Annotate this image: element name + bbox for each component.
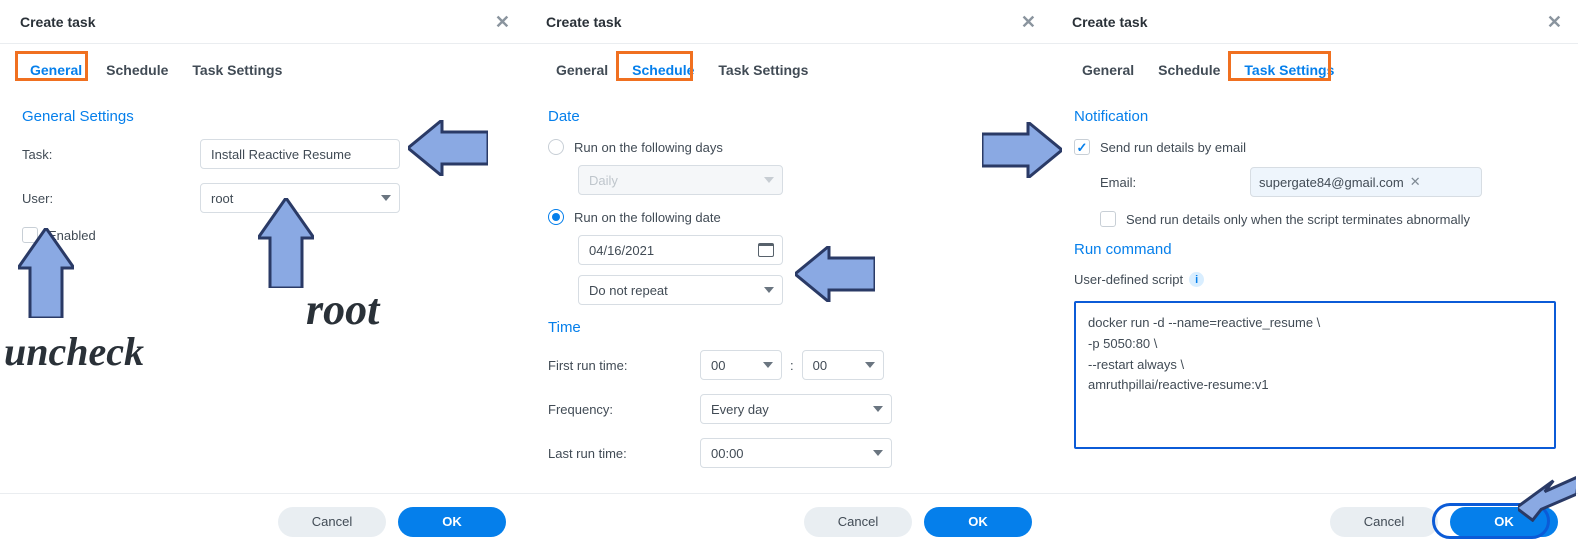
last-run-label: Last run time:	[548, 446, 700, 461]
frequency-value: Every day	[711, 402, 769, 417]
calendar-icon	[758, 243, 774, 257]
tab-task-settings[interactable]: Task Settings	[1232, 54, 1346, 88]
frequency-select[interactable]: Every day	[700, 394, 892, 424]
cancel-button[interactable]: Cancel	[804, 507, 912, 537]
tabs: General Schedule Task Settings	[0, 44, 526, 88]
repeat-value: Do not repeat	[589, 283, 668, 298]
run-date-label: Run on the following date	[574, 210, 721, 225]
send-email-label: Send run details by email	[1100, 140, 1246, 155]
first-run-min: 00	[813, 358, 827, 373]
first-run-hour-select[interactable]: 00	[700, 350, 782, 380]
enabled-label: Enabled	[48, 228, 96, 243]
chevron-down-icon	[764, 287, 774, 293]
dialog-header: Create task ✕	[526, 0, 1052, 44]
dialog-title: Create task	[546, 14, 622, 30]
repeat-select[interactable]: Do not repeat	[578, 275, 783, 305]
section-notification: Notification	[1074, 108, 1556, 125]
email-input[interactable]: supergate84@gmail.com ✕	[1250, 167, 1482, 197]
section-run-command: Run command	[1074, 241, 1556, 258]
dialog-header: Create task ✕	[0, 0, 526, 44]
section-date: Date	[548, 108, 1030, 125]
section-general-settings: General Settings	[22, 108, 504, 125]
close-icon[interactable]: ✕	[1547, 13, 1562, 31]
ok-button[interactable]: OK	[924, 507, 1032, 537]
cancel-button[interactable]: Cancel	[1330, 507, 1438, 537]
tab-task-settings[interactable]: Task Settings	[706, 54, 820, 88]
dialog-title: Create task	[20, 14, 96, 30]
ok-button[interactable]: OK	[1450, 507, 1558, 537]
user-label: User:	[22, 191, 200, 206]
frequency-label: Frequency:	[548, 402, 700, 417]
chevron-down-icon	[764, 177, 774, 183]
tab-schedule[interactable]: Schedule	[620, 54, 706, 88]
abnormal-label: Send run details only when the script te…	[1126, 212, 1470, 227]
run-days-label: Run on the following days	[574, 140, 723, 155]
daily-value: Daily	[589, 173, 618, 188]
script-textarea[interactable]: docker run -d --name=reactive_resume \ -…	[1074, 301, 1556, 449]
chevron-down-icon	[865, 362, 875, 368]
tab-general[interactable]: General	[544, 54, 620, 88]
date-value: 04/16/2021	[589, 243, 654, 258]
last-run-value: 00:00	[711, 446, 744, 461]
first-run-min-select[interactable]: 00	[802, 350, 884, 380]
uds-label: User-defined script	[1074, 272, 1183, 287]
tab-general[interactable]: General	[18, 54, 94, 88]
annotation-text: root	[306, 284, 379, 335]
email-label: Email:	[1100, 175, 1250, 190]
last-run-select[interactable]: 00:00	[700, 438, 892, 468]
tab-schedule[interactable]: Schedule	[94, 54, 180, 88]
close-icon[interactable]: ✕	[495, 13, 510, 31]
tabs: General Schedule Task Settings	[1052, 44, 1578, 88]
first-run-hour: 00	[711, 358, 725, 373]
tabs: General Schedule Task Settings	[526, 44, 1052, 88]
section-time: Time	[548, 319, 1030, 336]
abnormal-checkbox[interactable]	[1100, 211, 1116, 227]
run-date-radio[interactable]	[548, 209, 564, 225]
ok-button[interactable]: OK	[398, 507, 506, 537]
info-icon[interactable]: i	[1189, 272, 1204, 287]
annotation-text: uncheck	[4, 328, 144, 375]
tab-task-settings[interactable]: Task Settings	[180, 54, 294, 88]
tab-general[interactable]: General	[1070, 54, 1146, 88]
send-email-checkbox[interactable]	[1074, 139, 1090, 155]
close-icon[interactable]: ✕	[1021, 13, 1036, 31]
remove-email-icon[interactable]: ✕	[1410, 174, 1421, 190]
chevron-down-icon	[381, 195, 391, 201]
email-value: supergate84@gmail.com	[1259, 175, 1404, 190]
user-select[interactable]: root	[200, 183, 400, 213]
enabled-checkbox[interactable]	[22, 227, 38, 243]
chevron-down-icon	[763, 362, 773, 368]
tab-schedule[interactable]: Schedule	[1146, 54, 1232, 88]
user-select-value: root	[211, 191, 233, 206]
task-name-input[interactable]	[200, 139, 400, 169]
daily-select: Daily	[578, 165, 783, 195]
dialog-header: Create task ✕	[1052, 0, 1578, 44]
first-run-label: First run time:	[548, 358, 700, 373]
date-input[interactable]: 04/16/2021	[578, 235, 783, 265]
cancel-button[interactable]: Cancel	[278, 507, 386, 537]
dialog-title: Create task	[1072, 14, 1148, 30]
chevron-down-icon	[873, 406, 883, 412]
time-colon: :	[790, 358, 794, 373]
chevron-down-icon	[873, 450, 883, 456]
run-days-radio[interactable]	[548, 139, 564, 155]
task-label: Task:	[22, 147, 200, 162]
